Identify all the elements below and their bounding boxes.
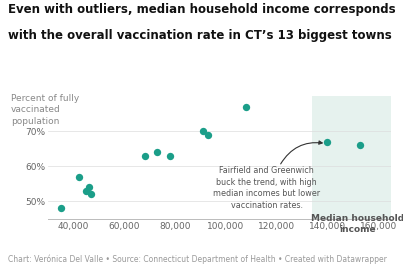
Point [88,192,95,197]
Point [324,140,331,144]
Point [86,185,92,190]
Point [205,133,212,137]
Point [243,104,249,109]
Point [200,129,206,133]
Point [357,143,364,147]
Text: with the overall vaccination rate in CT’s 13 biggest towns: with the overall vaccination rate in CT’… [8,29,392,42]
Point [76,175,82,179]
Point [167,154,173,158]
Bar [312,96,391,219]
Text: Percent of fully
vaccinated
population: Percent of fully vaccinated population [11,94,79,125]
Point [141,154,148,158]
Text: Chart: Verónica Del Valle • Source: Connecticut Department of Health • Created w: Chart: Verónica Del Valle • Source: Conn… [8,255,387,264]
Point [58,206,64,211]
Point [154,150,161,154]
Text: Even with outliers, median household income corresponds: Even with outliers, median household inc… [8,3,396,16]
Text: Median household
income: Median household income [312,214,403,234]
Text: Fairfield and Greenwich
buck the trend, with high
median incomes but lower
vacci: Fairfield and Greenwich buck the trend, … [213,166,320,210]
Point [83,189,89,193]
